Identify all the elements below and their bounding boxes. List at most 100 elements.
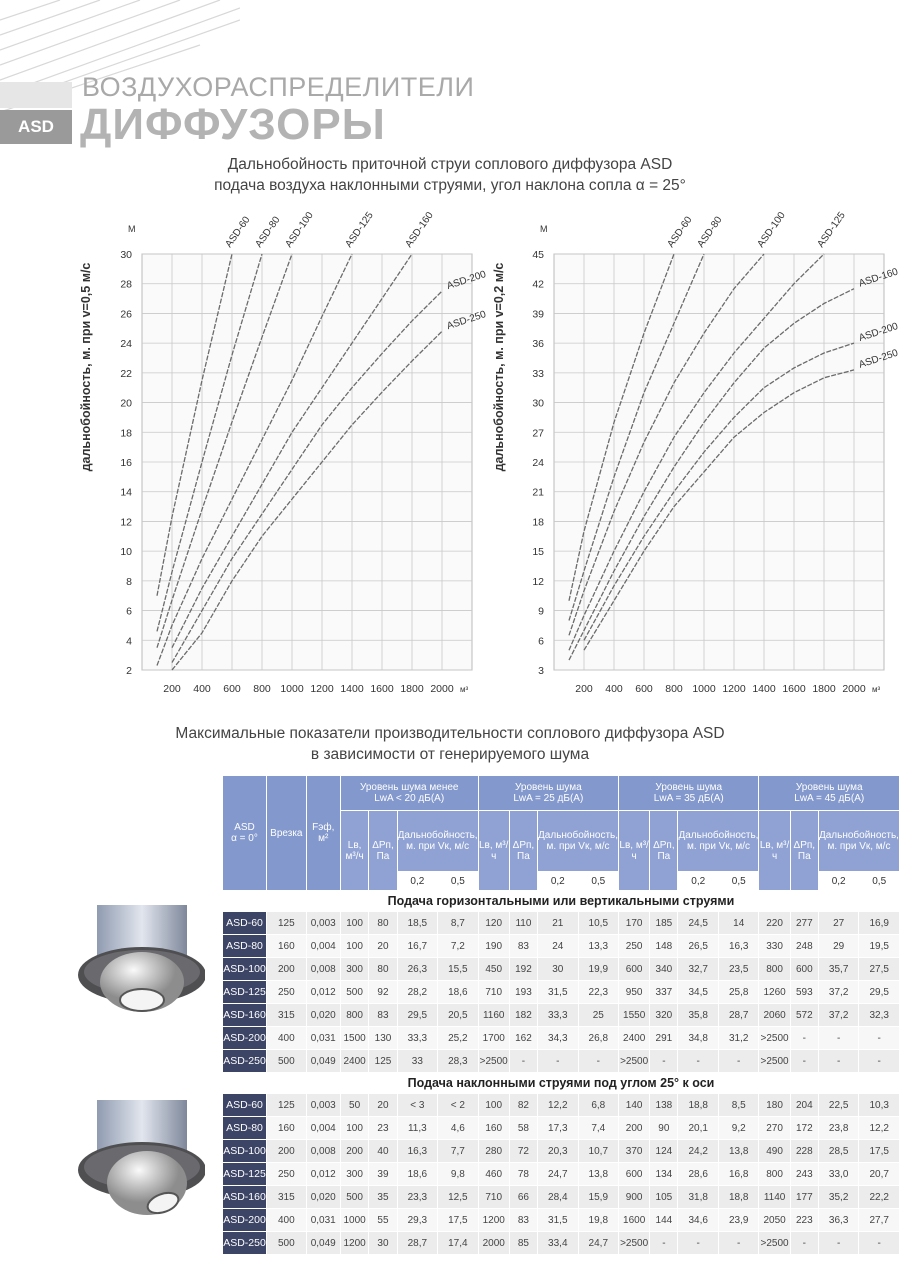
header-cell: Врезка bbox=[266, 776, 306, 890]
table-cell: 291 bbox=[650, 1027, 678, 1049]
table-cell: 100 bbox=[340, 1117, 369, 1139]
y-tick-label: 9 bbox=[538, 606, 544, 618]
table-row: Подача наклонными струями под углом 25° … bbox=[223, 1073, 899, 1093]
x-tick-label: 200 bbox=[163, 683, 181, 695]
table-cell: 35,8 bbox=[678, 1004, 718, 1026]
curve bbox=[171, 253, 413, 648]
y-tick-label: 20 bbox=[120, 398, 132, 410]
table-cell: 33,3 bbox=[538, 1004, 578, 1026]
table-cell: 170 bbox=[619, 912, 650, 934]
table-cell: 9,2 bbox=[718, 1117, 759, 1139]
table-cell: 124 bbox=[650, 1140, 678, 1162]
table-row: ASD-100 200 0,008 300 80 26,3 15,5 450 192 30 19,9… bbox=[223, 958, 899, 980]
table-cell: 1600 bbox=[619, 1209, 650, 1231]
y-tick-label: 12 bbox=[532, 576, 544, 588]
table-cell: - bbox=[718, 1050, 759, 1072]
y-unit: М bbox=[540, 224, 548, 234]
table-cell: 200 bbox=[266, 1140, 306, 1162]
table-cell: - bbox=[718, 1232, 759, 1254]
table-cell: 0,012 bbox=[306, 981, 340, 1003]
sub-header: Lв, м³/ч bbox=[759, 811, 790, 890]
x-tick-label: 1000 bbox=[280, 683, 304, 695]
table-cell: 160 bbox=[266, 935, 306, 957]
curve bbox=[156, 253, 293, 648]
table-cell: 105 bbox=[650, 1186, 678, 1208]
table-cell: 18,8 bbox=[718, 1186, 759, 1208]
table-cell: - bbox=[790, 1232, 818, 1254]
x-tick-label: 1200 bbox=[310, 683, 334, 695]
table-cell: - bbox=[790, 1027, 818, 1049]
x-tick-label: 1400 bbox=[340, 683, 364, 695]
table-cell: 33,0 bbox=[818, 1163, 859, 1185]
speed-header: 0,5 bbox=[859, 872, 899, 890]
table-cell: 18,6 bbox=[438, 981, 478, 1003]
table-cell: 50 bbox=[340, 1094, 369, 1116]
table-cell: 500 bbox=[340, 981, 369, 1003]
table-cell: 190 bbox=[478, 935, 509, 957]
speed-header: 0,2 bbox=[678, 872, 718, 890]
model-cell: ASD-100 bbox=[223, 958, 266, 980]
table-cell: 16,8 bbox=[718, 1163, 759, 1185]
table-cell: 80 bbox=[369, 912, 397, 934]
table-cell: 400 bbox=[266, 1209, 306, 1231]
model-cell: ASD-60 bbox=[223, 912, 266, 934]
table-row: ASD-80 160 0,004 100 23 11,3 4,6 160 58 17,3 7,4 20… bbox=[223, 1117, 899, 1139]
model-cell: ASD-125 bbox=[223, 1163, 266, 1185]
table-row: ASD α = 0° Врезка Fэф, м² Уровень шума менее… bbox=[223, 776, 899, 890]
table-cell: 160 bbox=[266, 1117, 306, 1139]
table-cell: 270 bbox=[759, 1117, 790, 1139]
table-cell: 25,8 bbox=[718, 981, 759, 1003]
table-cell: 19,9 bbox=[578, 958, 619, 980]
charts-subtitle: подача воздуха наклонными струями, угол … bbox=[214, 177, 686, 194]
y-tick-label: 30 bbox=[120, 249, 132, 261]
table-cell: 0,004 bbox=[306, 1117, 340, 1139]
table-cell: 0,031 bbox=[306, 1027, 340, 1049]
table-cell: 12,2 bbox=[538, 1094, 578, 1116]
x-tick-label: 200 bbox=[575, 683, 593, 695]
table-cell: 83 bbox=[369, 1004, 397, 1026]
table-cell: 182 bbox=[509, 1004, 538, 1026]
group-header: Уровень шума LwA = 35 дБ(A) bbox=[619, 776, 759, 810]
table-cell: 11,3 bbox=[397, 1117, 438, 1139]
y-tick-label: 18 bbox=[532, 516, 544, 528]
table-cell: 28,7 bbox=[397, 1232, 438, 1254]
table-cell: 21 bbox=[538, 912, 578, 934]
y-tick-label: 3 bbox=[538, 665, 544, 677]
y-tick-label: 24 bbox=[120, 338, 132, 350]
sub-header: ΔPп, Па bbox=[790, 811, 818, 890]
table-cell: 33 bbox=[397, 1050, 438, 1072]
model-cell: ASD-200 bbox=[223, 1209, 266, 1231]
y-tick-label: 21 bbox=[532, 487, 544, 499]
table-row: 0,2 0,5 0,2 0,5 0,2 0,5 0,2 0,5 bbox=[223, 872, 899, 890]
curve-label: ASD-125 bbox=[815, 210, 848, 250]
table-cell: 450 bbox=[478, 958, 509, 980]
header-cell: Fэф, м² bbox=[306, 776, 340, 890]
table-cell: 27 bbox=[818, 912, 859, 934]
y-tick-label: 6 bbox=[126, 606, 132, 618]
table-cell: 180 bbox=[759, 1094, 790, 1116]
curve-label: ASD-80 bbox=[695, 214, 724, 249]
curve bbox=[156, 253, 263, 632]
curve bbox=[583, 342, 855, 641]
table-cell: 800 bbox=[759, 1163, 790, 1185]
x-tick-label: 600 bbox=[635, 683, 653, 695]
table-cell: 28,3 bbox=[438, 1050, 478, 1072]
corner-text: α = 0° bbox=[231, 833, 258, 844]
table-cell: 40 bbox=[369, 1140, 397, 1162]
model-cell: ASD-160 bbox=[223, 1186, 266, 1208]
table-cell: 193 bbox=[509, 981, 538, 1003]
table-cell: 4,6 bbox=[438, 1117, 478, 1139]
x-tick-label: 800 bbox=[253, 683, 271, 695]
table-subtitle: в зависимости от генерируемого шума bbox=[310, 746, 590, 763]
table-cell: 29,3 bbox=[397, 1209, 438, 1231]
table-row: ASD-250 500 0,049 2400 125 33 28,3 >2500- - - >250… bbox=[223, 1050, 899, 1072]
table-cell: 24 bbox=[538, 935, 578, 957]
table-cell: 27,7 bbox=[859, 1209, 899, 1231]
y-tick-label: 2 bbox=[126, 665, 132, 677]
table-row: ASD-200 400 0,031 1000 55 29,3 17,5 1200 83 31,5 1… bbox=[223, 1209, 899, 1231]
table-cell: 330 bbox=[759, 935, 790, 957]
table-cell: 710 bbox=[478, 1186, 509, 1208]
table-cell: 8,5 bbox=[718, 1094, 759, 1116]
table-cell: 20,1 bbox=[678, 1117, 718, 1139]
sub-header: Дальнобойность, м. при Vк, м/с bbox=[397, 811, 478, 871]
